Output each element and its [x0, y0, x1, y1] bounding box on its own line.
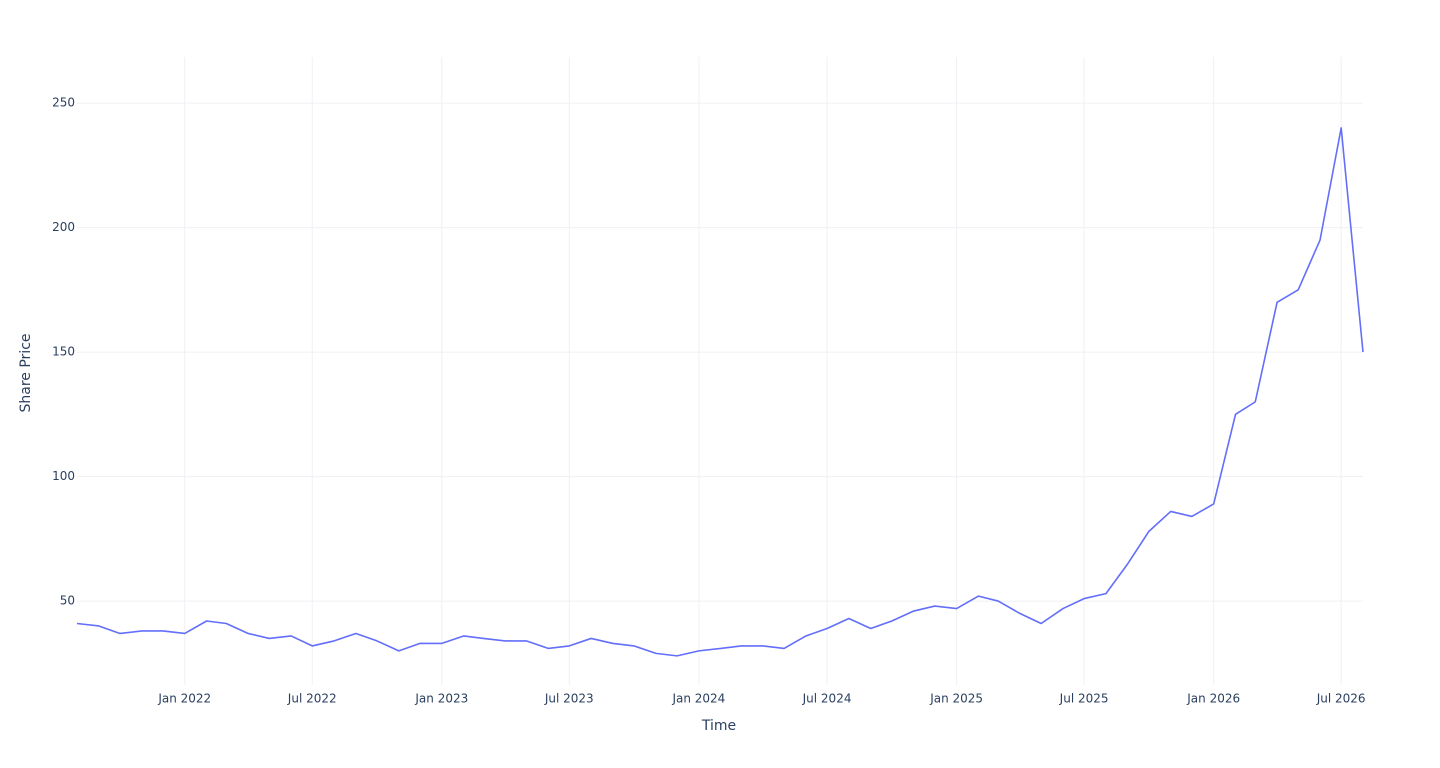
y-tick-label: 50: [60, 594, 75, 608]
x-tick-label: Jan 2022: [157, 692, 211, 706]
x-tick-label: Jul 2023: [544, 692, 594, 706]
x-tick-label: Jul 2026: [1316, 692, 1366, 706]
x-axis-title: Time: [701, 718, 736, 734]
x-tick-label: Jan 2023: [414, 692, 468, 706]
x-tick-label: Jan 2024: [671, 692, 725, 706]
y-tick-label: 250: [52, 96, 75, 110]
y-tick-label: 200: [52, 220, 75, 234]
y-tick-label: 100: [52, 469, 75, 483]
y-tick-label: 150: [52, 345, 75, 359]
price-line: [76, 127, 1364, 657]
x-tick-label: Jan 2026: [1186, 692, 1240, 706]
x-tick-label: Jul 2024: [802, 692, 852, 706]
x-tick-label: Jul 2022: [287, 692, 337, 706]
grid: [77, 57, 1363, 685]
x-tick-label: Jan 2025: [929, 692, 983, 706]
y-axis-title: Share Price: [18, 333, 34, 412]
x-tick-label: Jul 2025: [1059, 692, 1109, 706]
